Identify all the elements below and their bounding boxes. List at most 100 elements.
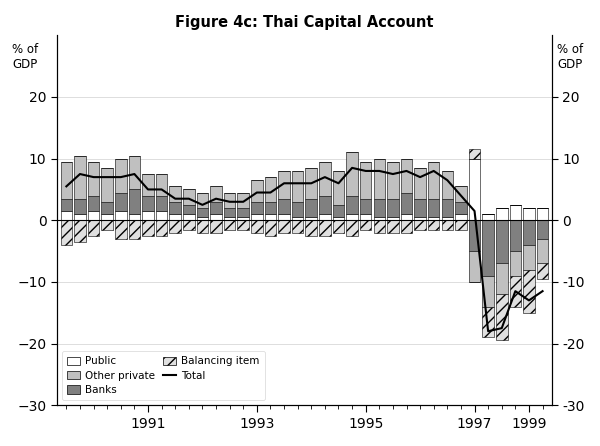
Bar [238,193,249,208]
Bar [74,198,86,214]
Bar [169,214,181,220]
Text: % of
GDP: % of GDP [557,43,583,71]
Bar [251,214,263,220]
Bar [482,220,494,276]
Bar [482,214,494,220]
Bar [169,202,181,214]
Bar [332,171,344,205]
Bar [210,220,222,233]
Bar [292,220,304,233]
Bar [374,220,385,233]
Bar [387,220,398,233]
Bar [332,217,344,220]
Bar [442,220,453,230]
Bar [428,162,439,198]
Bar [401,193,412,214]
Bar [469,159,481,220]
Bar [305,220,317,235]
Bar [305,168,317,198]
Bar [61,211,72,220]
Bar [496,220,508,264]
Bar [128,220,140,239]
Bar [496,264,508,294]
Bar [428,220,439,230]
Bar [210,202,222,214]
Bar [115,220,127,239]
Bar [401,159,412,193]
Bar [61,162,72,198]
Bar [251,220,263,233]
Bar [319,220,331,235]
Bar [469,251,481,282]
Bar [101,202,113,214]
Bar [360,198,371,214]
Bar [238,208,249,217]
Text: % of
GDP: % of GDP [12,43,38,71]
Bar [115,159,127,193]
Bar [278,198,290,214]
Bar [415,217,426,220]
Bar [101,168,113,202]
Bar [183,220,194,230]
Bar [197,208,208,217]
Bar [101,214,113,220]
Bar [455,220,467,230]
Bar [278,214,290,220]
Bar [387,162,398,198]
Bar [496,294,508,340]
Bar [455,214,467,220]
Bar [265,220,276,235]
Bar [509,276,521,306]
Bar [169,220,181,233]
Bar [74,220,86,242]
Bar [305,198,317,217]
Bar [523,220,535,245]
Bar [265,214,276,220]
Bar [401,214,412,220]
Bar [428,217,439,220]
Bar [101,220,113,230]
Bar [61,220,72,245]
Bar [88,196,100,211]
Bar [537,239,548,264]
Bar [156,220,167,235]
Bar [319,162,331,196]
Bar [537,208,548,220]
Bar [115,193,127,211]
Bar [415,168,426,198]
Bar [156,174,167,196]
Bar [523,269,535,313]
Bar [197,217,208,220]
Bar [183,214,194,220]
Bar [88,211,100,220]
Bar [319,214,331,220]
Bar [61,198,72,211]
Bar [169,186,181,202]
Bar [537,264,548,279]
Bar [210,214,222,220]
Bar [455,202,467,214]
Bar [142,220,154,235]
Bar [509,220,521,251]
Bar [415,198,426,217]
Legend: Public, Other private, Banks, Balancing item, Total: Public, Other private, Banks, Balancing … [62,351,265,400]
Bar [482,306,494,337]
Bar [305,217,317,220]
Bar [442,198,453,217]
Bar [88,162,100,196]
Bar [142,196,154,211]
Bar [278,220,290,233]
Bar [251,202,263,214]
Bar [360,220,371,230]
Bar [482,276,494,306]
Bar [442,217,453,220]
Bar [278,171,290,198]
Bar [523,208,535,220]
Bar [210,186,222,202]
Bar [469,220,481,251]
Bar [509,251,521,276]
Bar [128,190,140,214]
Bar [346,196,358,214]
Bar [332,205,344,217]
Bar [183,205,194,214]
